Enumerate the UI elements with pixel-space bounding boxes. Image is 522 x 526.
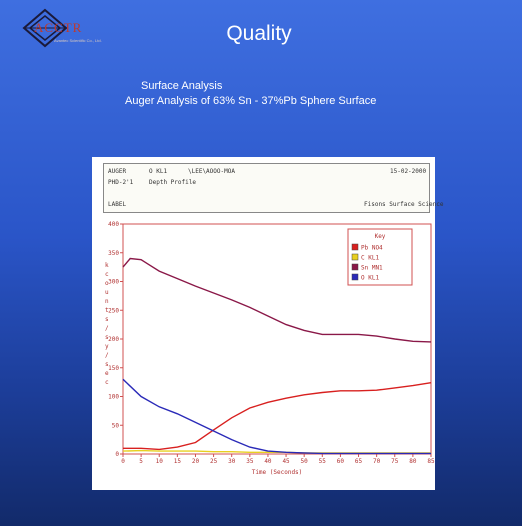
x-tick-label: 65: [355, 458, 363, 465]
legend-label: O KL1: [361, 275, 379, 282]
x-tick-label: 55: [319, 458, 327, 465]
x-tick-label: 40: [264, 458, 272, 465]
x-tick-label: 30: [228, 458, 236, 465]
y-tick-label: 50: [112, 422, 120, 429]
x-tick-label: 50: [301, 458, 309, 465]
x-tick-label: 80: [409, 458, 417, 465]
y-tick-label: 200: [108, 336, 119, 343]
series-line: [123, 382, 432, 451]
subtitle-line-2: Auger Analysis of 63% Sn - 37%Pb Sphere …: [125, 95, 377, 107]
legend-label: Sn MN1: [361, 265, 383, 272]
series-line: [122, 378, 431, 455]
x-tick-label: 35: [246, 458, 254, 465]
subtitle-line-1: Surface Analysis: [141, 80, 223, 92]
x-tick-label: 60: [337, 458, 345, 465]
y-tick-label: 0: [115, 451, 119, 458]
x-tick-label: 70: [373, 458, 381, 465]
x-tick-label: 45: [282, 458, 290, 465]
x-tick-label: 10: [156, 458, 164, 465]
x-tick-label: 20: [192, 458, 200, 465]
legend-box: [347, 228, 413, 286]
series-line: [122, 257, 432, 343]
y-tick-label: 100: [108, 394, 119, 401]
x-tick-label: 15: [174, 458, 182, 465]
y-tick-label: 150: [108, 365, 119, 372]
legend-swatch: [351, 253, 359, 261]
header-field: Depth Profile: [149, 179, 196, 186]
legend-title: Key: [375, 233, 386, 240]
header-field: AUGER: [108, 168, 127, 175]
header-date: 15-02-2000: [390, 168, 427, 175]
x-tick-label: 0: [121, 458, 125, 465]
y-tick-label: 350: [108, 250, 119, 257]
x-tick-label: 75: [391, 458, 399, 465]
logo-brand: ACCTR: [34, 20, 83, 35]
header-field: PHD-2'1: [108, 179, 134, 186]
header-field: O KL1: [149, 168, 168, 175]
x-tick-label: 25: [210, 458, 218, 465]
figure-header: AUGER O KL1 \LEE\AOOO-MOA 15-02-2000 PHD…: [103, 163, 443, 213]
chart-figure: AUGER O KL1 \LEE\AOOO-MOA 15-02-2000 PHD…: [92, 157, 443, 490]
y-tick-label: 300: [108, 279, 119, 286]
header-field: LABEL: [108, 201, 127, 208]
legend-label: C KL1: [361, 255, 379, 262]
logo-diamond-icon: [22, 8, 68, 48]
logo-subtitle: Avantec Scientific Co., Ltd.: [54, 38, 102, 43]
company-logo: ACCTR Avantec Scientific Co., Ltd.: [20, 8, 130, 48]
y-tick-label: 250: [108, 307, 119, 314]
y-tick-label: 400: [108, 221, 119, 228]
legend-swatch: [351, 273, 359, 281]
x-axis-label: Time (Seconds): [252, 469, 303, 476]
header-field: \LEE\AOOO-MOA: [188, 168, 235, 175]
header-field: Fisons Surface Science: [364, 201, 444, 208]
legend-swatch: [351, 263, 359, 271]
x-tick-label: 5: [139, 458, 143, 465]
y-axis-label: k c o u n t s / s y / s e c: [105, 262, 109, 386]
depth-profile-chart: 0 50 100 150 200 250 300 350 400 0 5 10 15 20 25 30 35 40…: [105, 221, 435, 476]
slide-title: Quality: [226, 22, 292, 45]
legend-swatch: [351, 243, 359, 251]
x-tick-label: 85: [427, 458, 435, 465]
legend-label: Pb NO4: [361, 245, 383, 252]
